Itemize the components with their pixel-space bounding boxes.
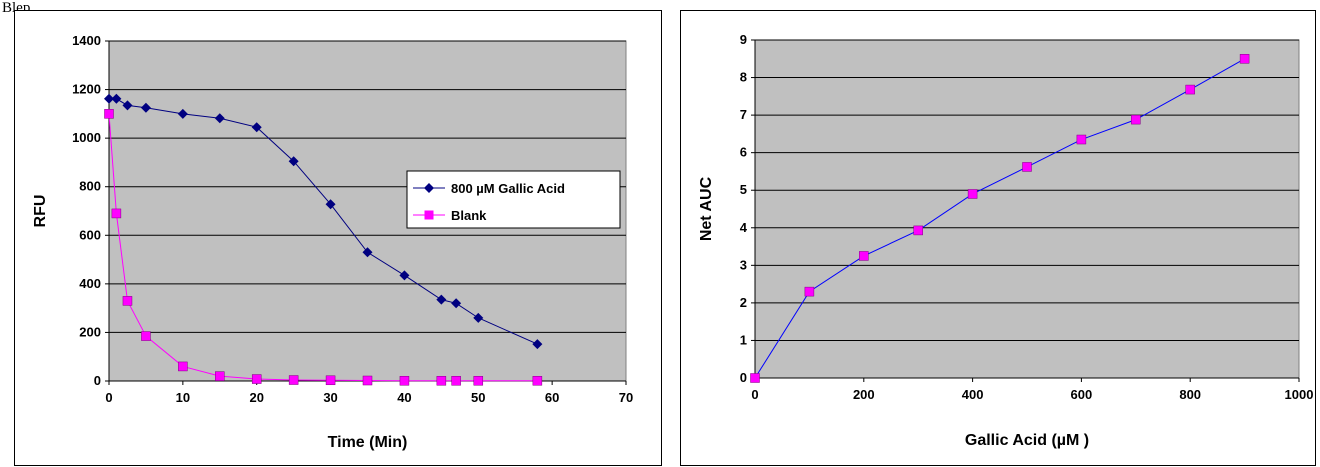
y-axis-label: RFU xyxy=(32,195,49,228)
data-point-diamond xyxy=(251,122,262,133)
data-point-square xyxy=(532,376,543,386)
y-tick-label: 9 xyxy=(740,32,747,47)
data-point-square xyxy=(436,376,447,386)
data-point-square xyxy=(111,208,122,219)
y-tick-label: 3 xyxy=(740,257,747,272)
data-point-square xyxy=(913,225,923,236)
y-tick-label: 1 xyxy=(740,332,747,347)
x-tick-label: 0 xyxy=(751,387,758,402)
y-tick-label: 1000 xyxy=(72,130,101,145)
data-point-square xyxy=(399,376,410,386)
legend-marker-square xyxy=(424,210,434,220)
data-point-square xyxy=(967,189,978,199)
data-point-diamond xyxy=(436,294,447,305)
y-tick-label: 200 xyxy=(79,324,101,339)
data-point-square xyxy=(288,375,299,385)
x-tick-label: 200 xyxy=(853,387,875,402)
x-tick-label: 1000 xyxy=(1285,387,1314,402)
legend-box xyxy=(406,170,621,229)
y-tick-label: 0 xyxy=(740,370,747,385)
data-point-diamond xyxy=(122,100,133,111)
data-point-square xyxy=(451,376,461,386)
y-tick-label: 1400 xyxy=(72,33,101,48)
y-tick-label: 4 xyxy=(740,220,748,235)
data-point-diamond xyxy=(177,108,188,119)
data-point-square xyxy=(122,296,133,306)
y-tick-label: 2 xyxy=(740,295,747,310)
chart-panel-standard-curve: 0 1 2 3 4 5 6 7 8 9 0 200 400 600 800 1000 Gallic Acid (… xyxy=(680,10,1316,466)
data-point-square xyxy=(325,375,336,386)
chart-panel-time-course: 0 200 400 600 800 1000 1200 1400 0 10 20 30 40 50 60 70… xyxy=(14,10,662,466)
y-tick-label: 7 xyxy=(740,107,747,122)
x-tick-label: 40 xyxy=(397,390,411,405)
y-tick-label: 6 xyxy=(740,145,747,160)
chart-time-course-svg: 0 200 400 600 800 1000 1200 1400 0 10 20 30 40 50 60 70… xyxy=(32,33,633,451)
y-tick-label: 800 xyxy=(79,179,101,194)
x-axis-label: Time (Min) xyxy=(328,434,408,451)
legend-label: Blank xyxy=(451,208,487,223)
data-point-square xyxy=(473,376,484,386)
data-point-diamond xyxy=(214,113,225,124)
y-tick-label: 1200 xyxy=(72,82,101,97)
data-point-diamond xyxy=(451,298,462,309)
y-tick-label: 8 xyxy=(740,70,747,85)
x-tick-label: 50 xyxy=(471,390,485,405)
data-point-square xyxy=(362,375,373,386)
plot-area xyxy=(754,39,1300,379)
data-point-square xyxy=(104,109,114,119)
data-point-square xyxy=(1239,54,1250,64)
x-tick-label: 70 xyxy=(619,390,633,405)
y-tick-label: 0 xyxy=(94,373,101,388)
x-tick-label: 0 xyxy=(105,390,112,405)
data-point-square xyxy=(1131,114,1141,125)
data-point-diamond xyxy=(104,93,114,104)
data-point-diamond xyxy=(473,312,484,323)
data-point-square xyxy=(750,373,760,383)
data-point-diamond xyxy=(325,199,336,210)
x-tick-label: 600 xyxy=(1071,387,1093,402)
data-point-square xyxy=(804,286,815,297)
data-point-square xyxy=(178,361,188,372)
data-point-diamond xyxy=(288,156,299,167)
x-tick-label: 30 xyxy=(323,390,337,405)
x-tick-label: 10 xyxy=(176,390,190,405)
data-point-diamond xyxy=(362,247,373,258)
legend-marker-diamond xyxy=(424,183,434,193)
series-line xyxy=(754,58,1245,379)
y-tick-label: 5 xyxy=(740,182,747,197)
data-point-square xyxy=(1185,84,1195,95)
legend-label: 800 µM Gallic Acid xyxy=(451,181,565,196)
chart-standard-curve-svg: 0 1 2 3 4 5 6 7 8 9 0 200 400 600 800 1000 Gallic Acid (… xyxy=(698,32,1314,449)
data-point-diamond xyxy=(111,93,122,104)
y-tick-label: 400 xyxy=(79,276,101,291)
data-point-square xyxy=(859,251,869,261)
x-tick-label: 60 xyxy=(545,390,559,405)
data-point-diamond xyxy=(532,339,543,350)
data-point-square xyxy=(1022,162,1032,172)
x-tick-label: 20 xyxy=(249,390,263,405)
data-point-square xyxy=(1076,134,1087,145)
x-tick-label: 400 xyxy=(962,387,984,402)
data-point-diamond xyxy=(140,102,151,113)
y-axis-label: Net AUC xyxy=(698,176,715,241)
data-point-square xyxy=(251,374,262,384)
data-point-square xyxy=(141,331,151,341)
data-point-square xyxy=(215,371,225,381)
x-tick-label: 800 xyxy=(1179,387,1201,402)
y-tick-label: 600 xyxy=(79,227,101,242)
x-axis-label: Gallic Acid (µM ) xyxy=(965,432,1089,449)
data-point-diamond xyxy=(399,270,410,281)
